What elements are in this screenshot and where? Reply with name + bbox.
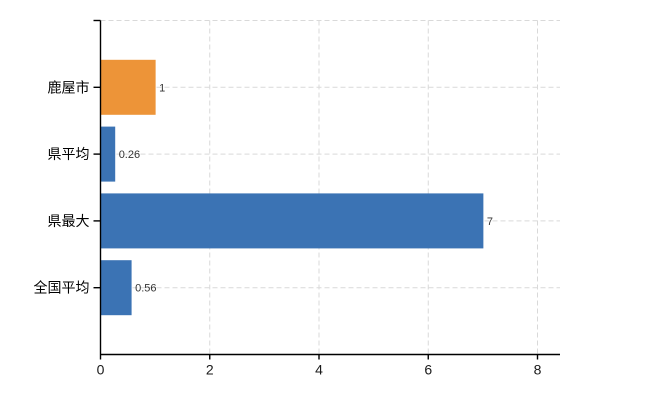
bar-1 xyxy=(101,126,116,182)
x-tick-label: 8 xyxy=(534,362,542,378)
value-label: 0.56 xyxy=(135,283,156,295)
value-label: 7 xyxy=(487,216,493,228)
x-tick-label: 0 xyxy=(97,362,105,378)
bar-2 xyxy=(101,193,484,249)
value-label: 1 xyxy=(159,82,165,94)
bar-0 xyxy=(101,59,156,115)
category-label: 県最大 xyxy=(48,213,90,229)
category-label: 全国平均 xyxy=(34,280,90,296)
bar-3 xyxy=(101,260,132,316)
category-label: 鹿屋市 xyxy=(48,79,90,95)
value-label: 0.26 xyxy=(119,149,140,161)
x-tick-label: 4 xyxy=(315,362,323,378)
x-tick-label: 6 xyxy=(424,362,432,378)
category-label: 県平均 xyxy=(48,146,90,162)
x-tick-label: 2 xyxy=(206,362,214,378)
